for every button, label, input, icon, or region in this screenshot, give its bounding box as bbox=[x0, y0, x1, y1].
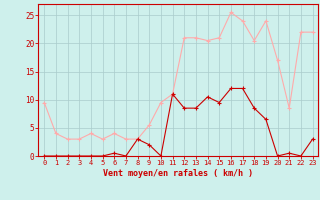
X-axis label: Vent moyen/en rafales ( km/h ): Vent moyen/en rafales ( km/h ) bbox=[103, 169, 253, 178]
